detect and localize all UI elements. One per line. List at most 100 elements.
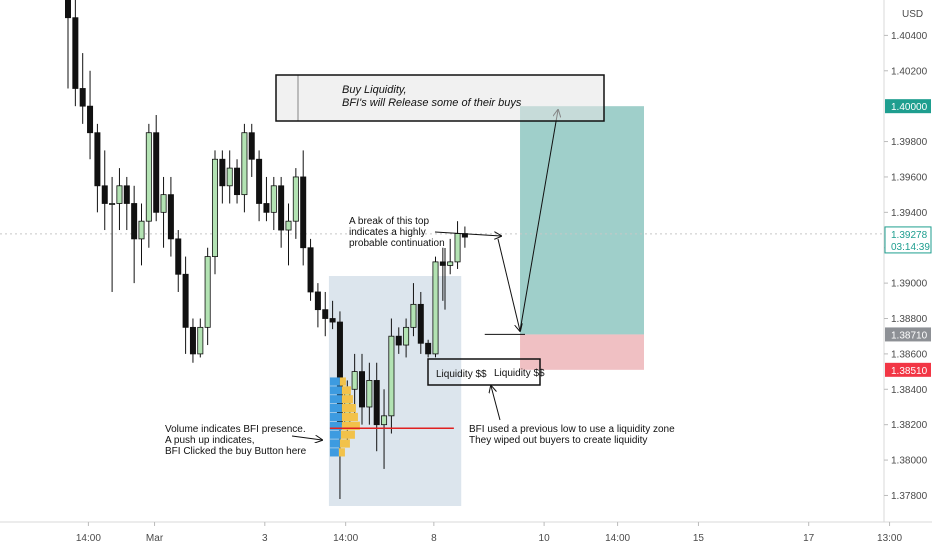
time-tick-label: 17 [803,533,815,544]
price-tick-label: 1.38400 [891,385,928,396]
candle [87,70,94,160]
candle [160,176,167,248]
candle [79,53,86,124]
candle-body-bull [241,132,248,196]
countdown-label: 03:14:39 [891,242,930,253]
bfi-line2: They wiped out buyers to create liquidit… [469,435,647,446]
bfi-line1: BFI used a previous low to use a liquidi… [469,424,675,435]
bfi-note[interactable]: BFI used a previous low to use a liquidi… [469,424,675,446]
liquidity-right-label: Liquidity $$ [494,368,545,379]
price-tick-label: 1.38200 [891,420,928,431]
volume-bar-yellow [341,403,356,413]
volume-note[interactable]: Volume indicates BFI presence. A push up… [165,424,307,457]
candle-body-bear [417,303,424,344]
candle-body-bull [285,220,292,231]
price-axis[interactable]: USD 1.37800 1.38000 1.38200 1.38400 1.38600 1… [883,0,932,522]
break-top-arrow [434,231,501,236]
price-label-badge [885,327,931,342]
candle [403,318,410,358]
volume-bar-yellow [338,448,345,457]
candle-body-bear [395,335,402,346]
candles-layer [65,0,468,499]
candle-body-bear [278,185,285,231]
candle-body-bear [87,105,94,134]
candle [381,389,388,469]
volume-bar-yellow [341,395,353,404]
candle-body-bull [388,335,395,417]
time-tick-label: 14:00 [333,533,358,544]
volume-bar-blue [329,386,342,395]
candle [454,221,461,269]
price-label-value: 1.38710 [891,330,928,341]
buy-liquidity-line2: BFI's will Release some of their buys [342,97,522,109]
candle-body-bear [175,238,182,275]
candle-body-bear [307,247,314,293]
time-tick-label: 14:00 [605,533,630,544]
candle [145,123,152,248]
candle [204,247,211,346]
volume-bar-blue [329,430,341,439]
candle [72,0,79,107]
volume-bar-yellow [339,439,350,448]
candle [425,339,432,358]
buy-liquidity-note[interactable]: Buy Liquidity, BFI's will Release some o… [275,74,605,122]
candle-body-bear [263,203,270,213]
candle-body-bear [256,158,263,204]
liquidity-note[interactable]: Liquidity $$ Liquidity $$ [427,358,545,386]
price-label-badge [884,226,932,254]
candle-body-bear [131,203,138,240]
volume-bar-blue [329,403,342,413]
candle [278,176,285,248]
price-tick-label: 1.38000 [891,456,928,467]
candle [189,318,196,363]
price-label-value: 1.38510 [891,366,928,377]
candle-body-bear [189,326,196,355]
candle [234,159,241,204]
candle-body-bear [79,88,86,107]
candle [410,283,417,337]
price-tick-label: 1.40400 [891,31,928,42]
candle-body-bull [403,326,410,346]
candle-body-bull [145,132,152,222]
candle [285,203,292,266]
price-tick-label: 1.39400 [891,208,928,219]
price-label-value: 1.39278 [891,230,928,241]
candle [226,150,233,204]
candle-body-bear [65,0,72,19]
candle [241,123,248,213]
candle [175,230,182,292]
break-top-note[interactable]: A break of this top indicates a highly p… [349,216,445,249]
liquidity-box [427,358,541,386]
target-zone [520,106,644,335]
candle-body-bear [314,291,321,311]
candle [248,123,255,177]
candle-body-bull [447,261,454,266]
candle [219,150,226,204]
candle [182,256,189,354]
bfi-arrow [491,386,501,421]
volume-arrow [291,436,322,440]
candle-body-bear [322,309,329,319]
volume-bar-blue [329,377,340,386]
currency-label: USD [902,9,923,20]
candle-body-bear [72,17,79,89]
candle-body-bear [329,318,336,323]
time-tick-label: Mar [146,533,164,544]
volume-bar-yellow [340,430,355,439]
candle-body-bear [234,167,241,196]
consolidation-shade [328,276,462,506]
candle-body-bear [123,185,130,204]
candle [366,362,373,425]
price-tick-label: 1.40200 [891,66,928,77]
candle-body-bull [138,220,145,240]
volume-bar-blue [329,395,342,404]
volume-bar-blue [329,412,342,422]
volume-line1: Volume indicates BFI presence. [165,424,306,435]
liquidity-left-label: Liquidity $$ [436,369,487,380]
candle [109,176,116,292]
projection-line-down [497,238,520,331]
candle-body-bear [94,132,101,187]
candle-body-bull [109,203,116,205]
